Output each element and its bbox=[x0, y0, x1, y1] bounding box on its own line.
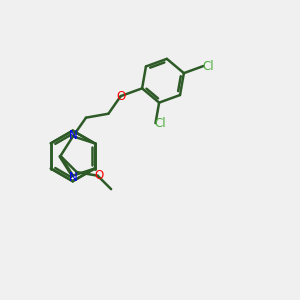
Text: O: O bbox=[94, 169, 104, 182]
Text: Cl: Cl bbox=[154, 117, 166, 130]
Text: Cl: Cl bbox=[202, 59, 214, 73]
Text: N: N bbox=[69, 129, 78, 142]
Text: O: O bbox=[116, 90, 125, 103]
Text: N: N bbox=[69, 171, 78, 184]
